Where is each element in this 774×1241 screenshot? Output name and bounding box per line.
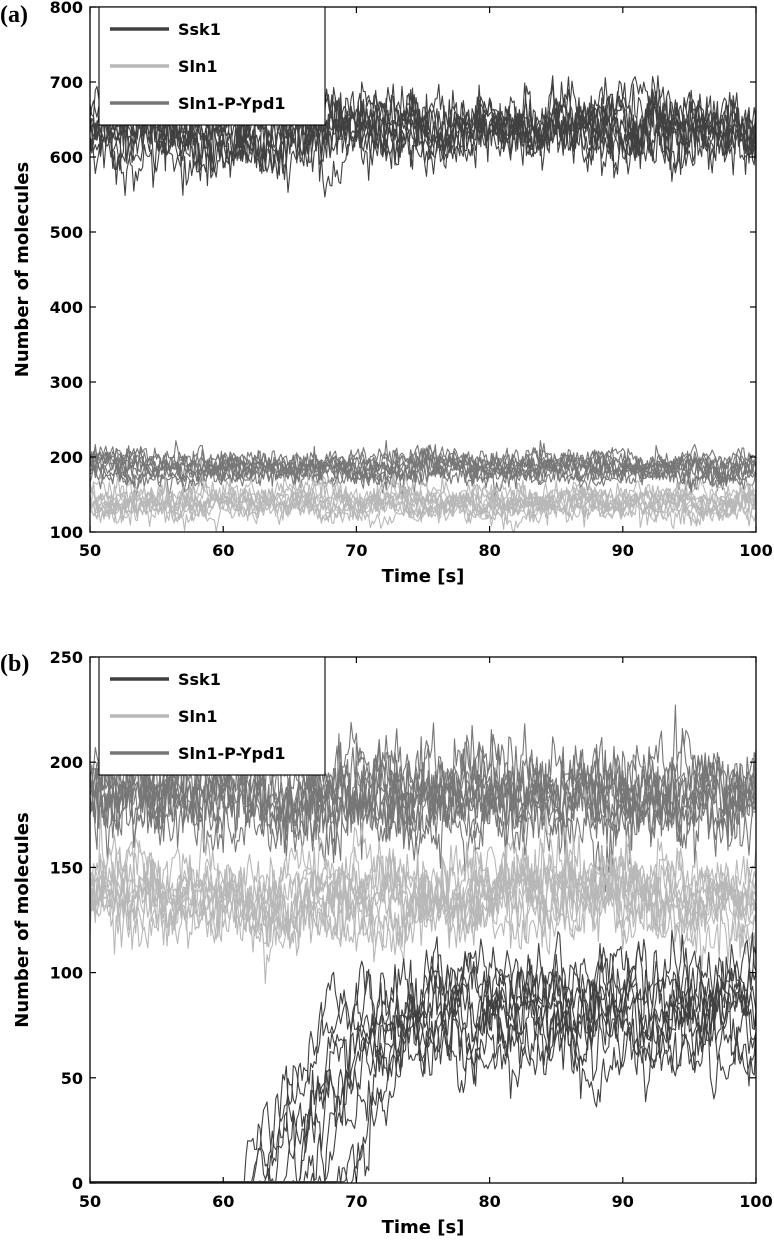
trajectory-sln1 — [90, 474, 756, 525]
x-tick-label: 60 — [212, 541, 234, 560]
y-tick-label: 700 — [50, 73, 83, 92]
legend: Ssk1 Sln1 Sln1-P-Ypd1 — [98, 656, 326, 776]
legend-label: Sln1-P-Ypd1 — [178, 94, 286, 113]
trajectory-sln1 — [90, 483, 756, 530]
x-tick-label: 50 — [79, 1192, 101, 1211]
legend-label: Sln1-P-Ypd1 — [178, 744, 286, 763]
y-tick-label: 250 — [50, 648, 83, 667]
x-tick-label: 70 — [345, 1192, 367, 1211]
y-tick-label: 100 — [50, 964, 83, 983]
x-axis-title: Time [s] — [382, 1217, 465, 1238]
trajectory-sln1-p-ypd1 — [90, 710, 756, 864]
trajectory-ssk1 — [90, 75, 756, 178]
legend-label: Ssk1 — [178, 20, 221, 39]
y-tick-label: 600 — [50, 148, 83, 167]
legend: Ssk1 Sln1 Sln1-P-Ypd1 — [98, 6, 326, 126]
y-tick-label: 200 — [50, 448, 83, 467]
x-tick-label: 50 — [79, 541, 101, 560]
y-tick-label: 400 — [50, 298, 83, 317]
x-tick-label: 90 — [612, 1192, 634, 1211]
x-tick-label: 70 — [345, 541, 367, 560]
y-tick-label: 50 — [61, 1069, 83, 1088]
y-tick-label: 0 — [72, 1174, 83, 1193]
trajectory-ssk1 — [90, 971, 756, 1183]
x-tick-label: 80 — [478, 1192, 500, 1211]
trajectory-sln1 — [90, 479, 756, 532]
y-tick-label: 150 — [50, 858, 83, 877]
x-axis-title: Time [s] — [382, 566, 465, 587]
panel-label: (a) — [0, 2, 28, 28]
trajectory-ssk1 — [90, 83, 756, 170]
y-axis-title: Number of molecules — [12, 162, 33, 377]
x-tick-label: 100 — [739, 1192, 772, 1211]
legend-label: Ssk1 — [178, 670, 221, 689]
x-tick-label: 90 — [612, 541, 634, 560]
panel-a: (a) 50 60 70 80 90 100 100 200 300 400 500 600 700 800… — [0, 0, 773, 587]
y-tick-label: 100 — [50, 523, 83, 542]
trajectory-ssk1 — [90, 73, 756, 196]
y-axis-title: Number of molecules — [12, 812, 33, 1027]
y-tick-label: 500 — [50, 223, 83, 242]
x-tick-label: 60 — [212, 1192, 234, 1211]
trajectory-sln1 — [90, 843, 756, 985]
axes-frame — [89, 656, 757, 1184]
trajectory-sln1-p-ypd1 — [90, 704, 756, 854]
x-tick-label: 100 — [739, 541, 772, 560]
y-tick-label: 300 — [50, 373, 83, 392]
x-tick-label: 80 — [478, 541, 500, 560]
panel-label: (b) — [0, 651, 29, 677]
y-tick-label: 200 — [50, 753, 83, 772]
trajectory-sln1 — [90, 839, 756, 963]
trajectories — [90, 704, 756, 1183]
y-tick-label: 800 — [50, 0, 83, 17]
legend-label: Sln1 — [178, 707, 218, 726]
trajectories — [90, 63, 756, 532]
axes-frame — [89, 6, 757, 533]
legend-label: Sln1 — [178, 57, 218, 76]
